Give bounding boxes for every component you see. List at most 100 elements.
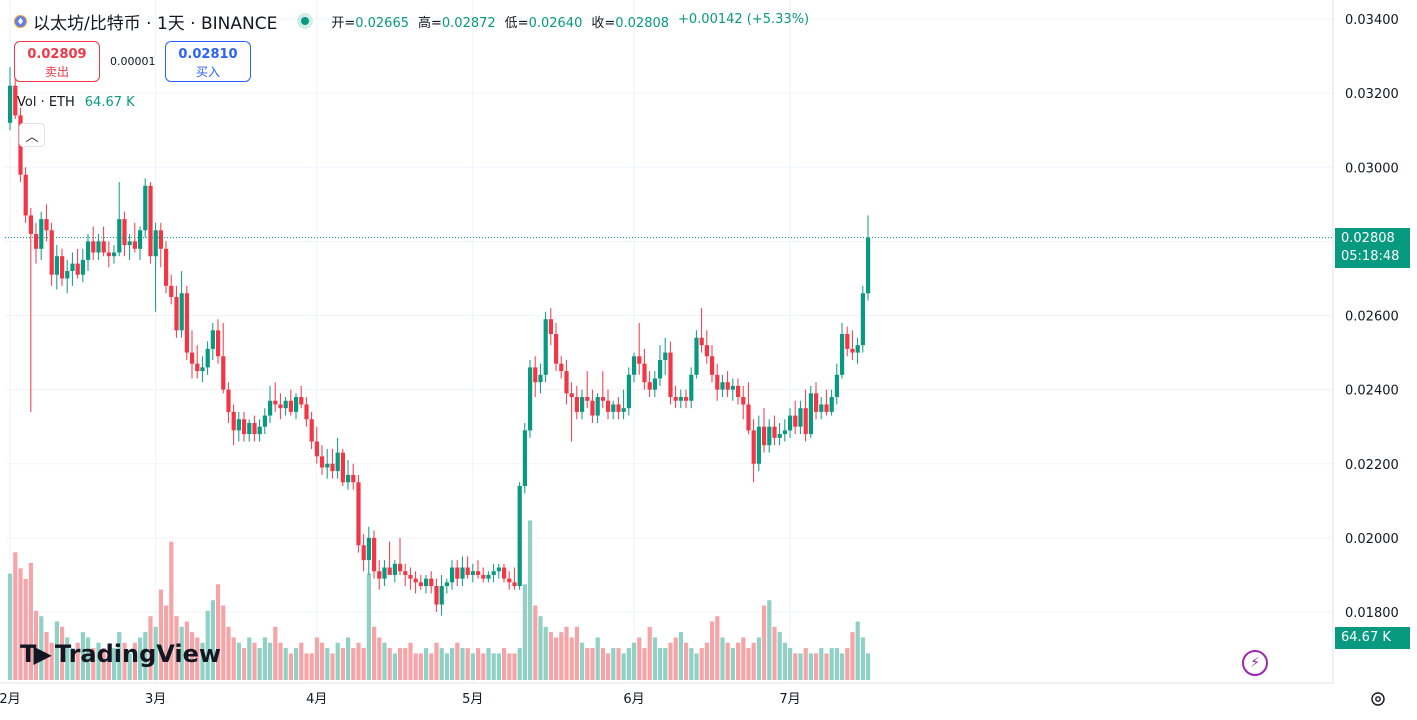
candle-body <box>216 330 221 357</box>
candle-body <box>543 319 548 375</box>
volume-bar <box>60 626 65 680</box>
volume-bar <box>195 637 200 680</box>
candle-body <box>533 367 538 383</box>
candle-body <box>184 293 189 353</box>
candle-body <box>668 352 673 398</box>
candle-body <box>148 185 153 257</box>
candle-body <box>538 374 543 383</box>
volume-bar <box>574 626 579 680</box>
sell-button[interactable]: 0.02809 卖出 <box>14 41 100 82</box>
volume-bar <box>429 653 434 680</box>
candle-body <box>720 382 725 390</box>
volume-bar <box>710 621 715 680</box>
time-axis[interactable]: 2月 3月 4月 5月 6月 7月 <box>0 682 1333 707</box>
lightning-icon[interactable]: ⚡ <box>1242 650 1268 676</box>
price-tick-label: 0.03200 <box>1345 87 1399 102</box>
close-label: 收= <box>591 15 616 31</box>
candle-body <box>60 256 65 279</box>
volume-bar <box>377 637 382 680</box>
candle-body <box>772 426 777 438</box>
ethereum-icon[interactable] <box>14 14 27 28</box>
candle-body <box>647 382 652 390</box>
volume-bar <box>127 653 132 680</box>
candle-body <box>850 348 855 353</box>
buy-button[interactable]: 0.02810 买入 <box>165 41 251 82</box>
volume-bar <box>231 637 236 680</box>
price-axis[interactable]: 0.034000.032000.030000.028000.026000.024… <box>1332 0 1399 683</box>
candle-body <box>746 404 751 431</box>
volume-legend[interactable]: Vol · ETH 64.67 K <box>17 95 135 110</box>
candle-body <box>554 334 559 364</box>
price-tick-label: 0.02200 <box>1345 458 1399 473</box>
volume-bar <box>715 616 720 680</box>
volume-bar <box>606 653 611 680</box>
settings-gear-icon[interactable] <box>1369 690 1387 708</box>
volume-bar <box>34 610 39 680</box>
price-tick-label: 0.02600 <box>1345 310 1399 325</box>
volume-bar <box>845 648 850 680</box>
candle-body <box>288 400 293 412</box>
volume-bar <box>470 653 475 680</box>
candle-body <box>502 567 507 579</box>
candle-body <box>283 400 288 409</box>
symbol-title[interactable]: 以太坊/比特币 · 1天 · BINANCE <box>33 13 278 34</box>
volume-bar <box>866 653 871 680</box>
candle-body <box>496 567 501 572</box>
volume-bar <box>143 632 148 680</box>
candle-body <box>164 248 169 286</box>
candle-body <box>741 397 746 405</box>
high-label: 高= <box>418 15 442 31</box>
candle-body <box>330 463 335 472</box>
candle-body <box>704 345 709 357</box>
candle-body <box>491 571 496 575</box>
volume-bar <box>647 626 652 680</box>
volume-bar <box>668 642 673 680</box>
tradingview-logo[interactable]: T▶ TradingView <box>20 640 221 668</box>
volume-bar <box>210 600 215 680</box>
volume-bar <box>533 605 538 680</box>
collapse-legend-button[interactable]: ︿ <box>19 123 45 147</box>
candle-body <box>382 567 387 579</box>
candle-body <box>730 385 735 390</box>
volume-bar <box>8 573 13 680</box>
volume-bar <box>54 621 59 680</box>
candle-body <box>642 363 647 383</box>
volume-bar <box>262 637 267 680</box>
volume-bar <box>694 653 699 680</box>
candle-body <box>366 537 371 561</box>
time-tick-label: 7月 <box>779 692 800 707</box>
grid-layer <box>5 0 1333 683</box>
market-status-icon[interactable] <box>301 17 310 25</box>
candle-body <box>158 230 163 249</box>
change-value: +0.00142 (+5.33%) <box>678 11 810 27</box>
volume-bar <box>746 648 751 680</box>
sell-label: 卖出 <box>44 65 69 79</box>
candle-body <box>507 578 512 583</box>
volume-bar <box>512 653 517 680</box>
volume-bar <box>179 626 184 680</box>
high-value: 0.02872 <box>441 15 496 31</box>
volume-bar <box>106 653 111 680</box>
candle-body <box>767 426 772 446</box>
volume-bar <box>465 648 470 680</box>
ohlc-values: 开=0.02665 高=0.02872 低=0.02640 收=0.02808 … <box>331 12 809 31</box>
volume-bar <box>23 578 28 680</box>
volume-bar <box>330 653 335 680</box>
candle-body <box>788 415 793 431</box>
candle-body <box>304 404 309 420</box>
open-value: 0.02665 <box>355 15 409 31</box>
volume-bar <box>153 626 158 680</box>
volume-bar <box>642 648 647 680</box>
candle-body <box>153 230 158 257</box>
volume-bar <box>392 653 397 680</box>
candle-body <box>418 582 423 587</box>
volume-bar <box>507 653 512 680</box>
volume-bar <box>767 600 772 680</box>
candle-body <box>143 185 148 231</box>
volume-bar <box>80 632 85 680</box>
volume-bar <box>808 653 813 680</box>
low-value: 0.02640 <box>528 15 583 31</box>
volume-bar <box>689 648 694 680</box>
